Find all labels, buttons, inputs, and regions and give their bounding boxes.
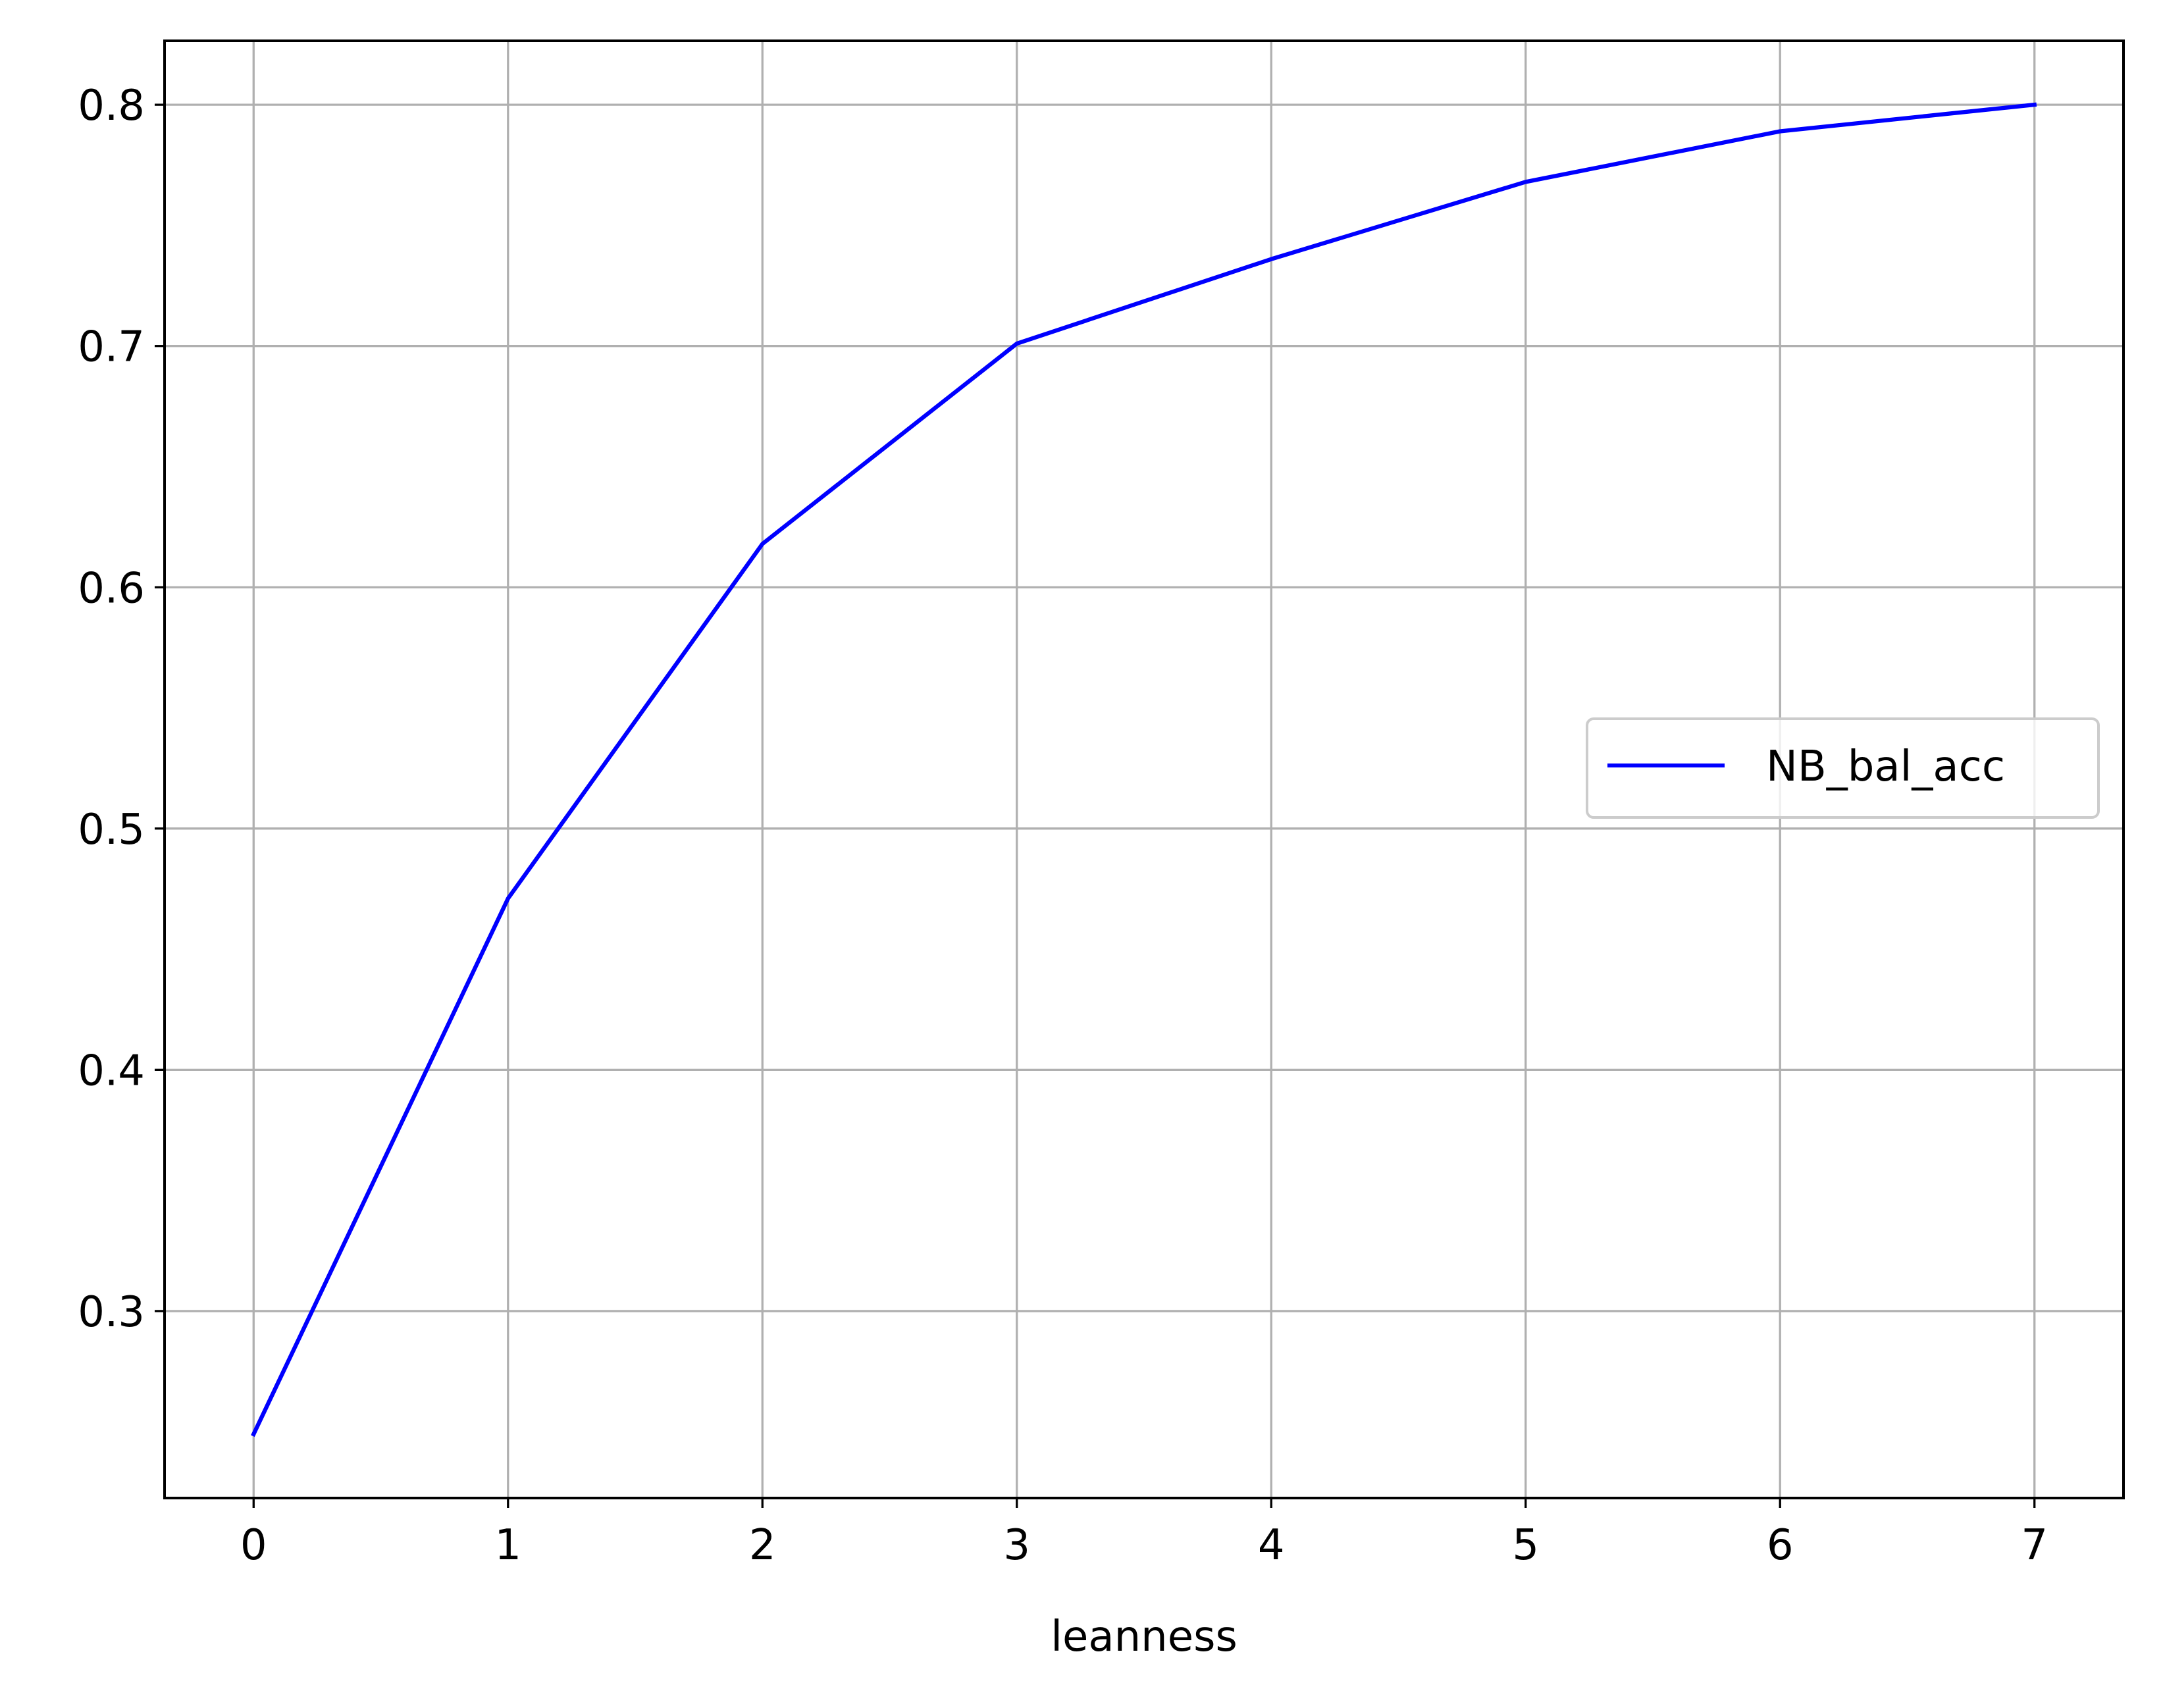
y-tick-label: 0.6 xyxy=(78,564,145,613)
y-tick-label: 0.5 xyxy=(78,806,145,854)
x-tick-label: 0 xyxy=(240,1521,267,1570)
series-line xyxy=(251,102,2037,1437)
series-layer xyxy=(251,102,2037,1437)
x-tick-label: 6 xyxy=(1767,1521,1794,1570)
y-tick-label: 0.3 xyxy=(78,1288,145,1337)
x-axis-label: leanness xyxy=(1051,1613,1238,1661)
x-tick-label: 2 xyxy=(749,1521,776,1570)
x-tick-label: 3 xyxy=(1003,1521,1030,1570)
x-tick-label: 4 xyxy=(1258,1521,1285,1570)
plot-frame xyxy=(163,39,2125,1499)
legend-label: NB_bal_acc xyxy=(1766,742,2005,791)
legend-box xyxy=(1586,717,2100,819)
tick-layer: 0 1 2 3 4 5 6 7 0.3 0.4 0.5 0.6 0.7 0.8 xyxy=(78,82,2048,1570)
y-tick-label: 0.8 xyxy=(78,82,145,130)
x-tick-label: 7 xyxy=(2021,1521,2048,1570)
legend: NB_bal_acc xyxy=(1586,717,2100,819)
y-tick-label: 0.4 xyxy=(78,1047,145,1095)
x-tick-label: 1 xyxy=(494,1521,521,1570)
y-tick-label: 0.7 xyxy=(78,323,145,372)
x-tick-label: 5 xyxy=(1512,1521,1539,1570)
grid-layer xyxy=(165,41,2124,1498)
